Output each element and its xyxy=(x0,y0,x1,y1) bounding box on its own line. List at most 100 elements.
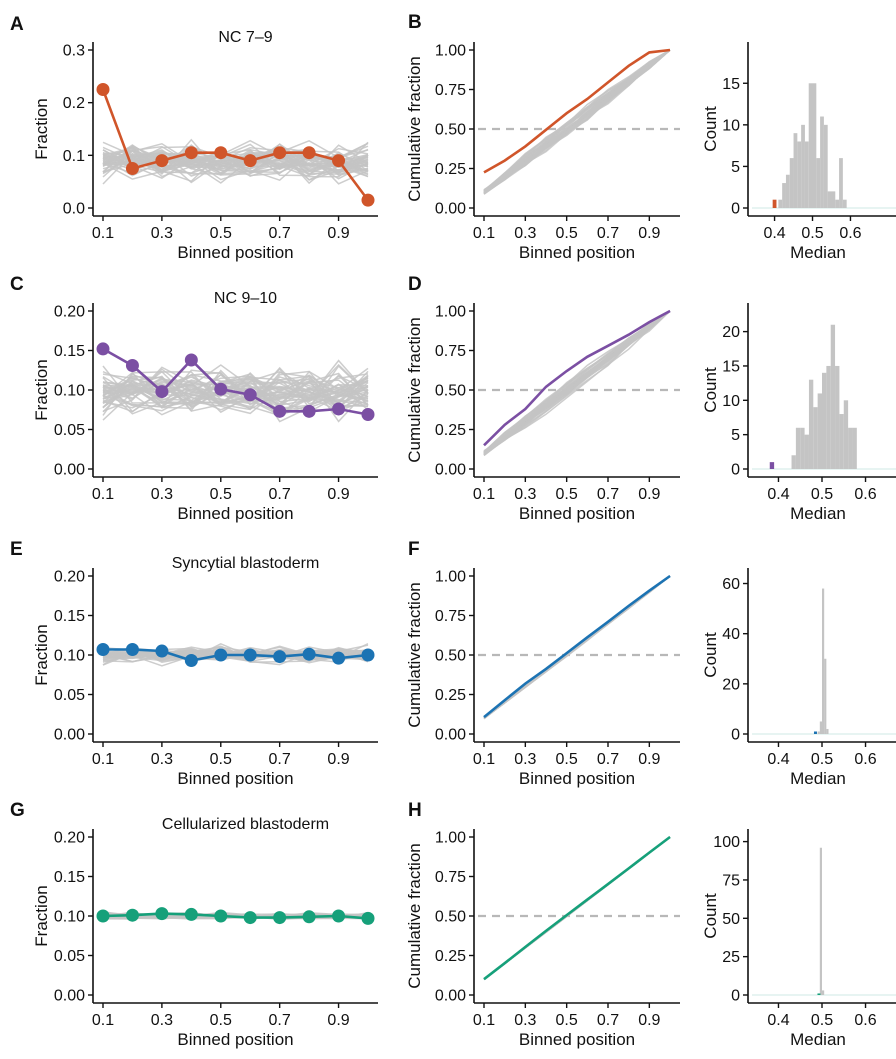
null-trace xyxy=(102,371,369,416)
x-tick-label: 0.9 xyxy=(638,1012,660,1029)
histogram-bar xyxy=(813,407,818,469)
observed-series-line xyxy=(103,648,369,662)
data-point xyxy=(243,648,257,662)
histogram-bar xyxy=(823,124,828,208)
y-tick-label: 20 xyxy=(722,324,740,341)
y-axis-label: Count xyxy=(701,106,720,152)
data-point xyxy=(214,146,228,160)
histogram-bar xyxy=(785,174,790,208)
null-trace xyxy=(483,49,671,191)
y-tick-label: 0.25 xyxy=(435,948,466,965)
x-tick-label: 0.5 xyxy=(210,486,232,503)
panel-title: Syncytial blastoderm xyxy=(172,555,320,572)
data-point xyxy=(302,647,316,661)
y-axis-label: Count xyxy=(701,632,720,678)
x-tick-label: 0.3 xyxy=(514,486,536,503)
histogram-bar xyxy=(822,372,827,469)
x-tick-label: 0.1 xyxy=(473,486,495,503)
null-trace xyxy=(102,370,369,412)
null-trace xyxy=(102,359,369,400)
data-point xyxy=(96,342,110,356)
y-tick-label: 0.75 xyxy=(435,82,466,99)
null-trace xyxy=(102,149,369,176)
data-point xyxy=(273,650,287,664)
y-tick-label: 1.00 xyxy=(435,43,466,60)
x-tick-label: 0.1 xyxy=(92,751,114,768)
panel-h: H 0.00 0.25 0.50 0.75 1.00 0.1 0.3 0.5 0.7 0.9Binn… xyxy=(405,800,680,1049)
data-point xyxy=(214,909,228,923)
y-tick-label: 5 xyxy=(731,159,740,176)
x-tick-label: 0.6 xyxy=(839,225,861,242)
x-tick-label: 0.7 xyxy=(597,225,619,242)
x-tick-label: 0.5 xyxy=(811,751,833,768)
x-tick-label: 0.9 xyxy=(327,751,349,768)
histogram-bar xyxy=(831,191,836,208)
observed-series-line xyxy=(483,48,671,174)
y-tick-label: 0.00 xyxy=(435,462,466,479)
observed-median-bar xyxy=(769,462,775,469)
y-tick-label: 0.20 xyxy=(54,830,85,847)
data-point xyxy=(361,407,375,421)
y-tick-label: 1.00 xyxy=(435,304,466,321)
null-trace xyxy=(102,144,369,184)
y-tick-label: 0.25 xyxy=(435,687,466,704)
x-tick-label: 0.4 xyxy=(767,486,789,503)
data-point xyxy=(302,910,316,924)
histogram-bar xyxy=(819,847,822,995)
histogram-bar xyxy=(826,365,831,469)
y-tick-label: 0.00 xyxy=(54,727,85,744)
observed-series-line xyxy=(102,347,369,416)
x-tick-label: 0.6 xyxy=(854,1012,876,1029)
histogram-bar xyxy=(824,658,827,734)
x-tick-label: 0.3 xyxy=(514,225,536,242)
y-tick-label: 0.75 xyxy=(435,869,466,886)
y-axis-label: Cumulative fraction xyxy=(405,317,424,463)
y-tick-label: 10 xyxy=(722,117,740,134)
histogram-bar xyxy=(800,427,805,469)
y-tick-label: 15 xyxy=(722,76,740,93)
panel-g: G Cellularized blastoderm 0.00 0.05 0.10 0.15… xyxy=(10,800,378,1049)
panel-letter: D xyxy=(408,274,422,295)
data-point xyxy=(302,404,316,418)
y-tick-label: 1.00 xyxy=(435,569,466,586)
x-tick-label: 0.5 xyxy=(210,225,232,242)
data-point xyxy=(332,402,346,416)
panel-letter: B xyxy=(408,12,422,33)
panel-letter: A xyxy=(10,14,24,35)
x-tick-label: 0.7 xyxy=(269,486,291,503)
x-tick-label: 0.4 xyxy=(763,225,785,242)
histogram-bar xyxy=(782,183,786,208)
data-point xyxy=(125,642,139,656)
panel-title: NC 7–9 xyxy=(218,29,272,46)
observed-series-line xyxy=(483,309,671,447)
panel-e: E Syncytial blastoderm 0.00 0.05 0.10 0.15 0.2… xyxy=(10,539,378,788)
data-point xyxy=(125,162,139,175)
x-tick-label: 0.9 xyxy=(327,225,349,242)
x-tick-label: 0.9 xyxy=(638,751,660,768)
y-tick-label: 0.75 xyxy=(435,608,466,625)
histogram-bar xyxy=(822,990,825,995)
null-trace xyxy=(102,650,369,667)
y-tick-label: 10 xyxy=(722,393,740,410)
x-tick-label: 0.5 xyxy=(556,751,578,768)
histogram-bar xyxy=(827,191,832,208)
histogram-bar xyxy=(808,83,813,208)
histogram-bar xyxy=(817,731,820,734)
panel-letter: G xyxy=(10,800,25,821)
y-tick-label: 40 xyxy=(722,626,740,643)
y-tick-label: 5 xyxy=(731,427,740,444)
y-tick-label: 0 xyxy=(731,988,740,1005)
x-tick-label: 0.1 xyxy=(92,1012,114,1029)
y-tick-label: 0.00 xyxy=(435,201,466,218)
histogram-bar xyxy=(822,588,825,734)
x-tick-label: 0.9 xyxy=(638,486,660,503)
y-axis-label: Cumulative fraction xyxy=(405,582,424,728)
y-axis-label: Cumulative fraction xyxy=(405,843,424,989)
y-tick-label: 0.75 xyxy=(435,343,466,360)
y-tick-label: 0 xyxy=(731,462,740,479)
x-tick-label: 0.9 xyxy=(327,1012,349,1029)
data-point xyxy=(184,353,198,367)
y-tick-label: 75 xyxy=(722,872,740,889)
histogram-bar xyxy=(842,199,847,208)
panel-h-hist: 0 25 50 75 100 0.4 0.5 0.6 Median Count xyxy=(701,829,896,1049)
